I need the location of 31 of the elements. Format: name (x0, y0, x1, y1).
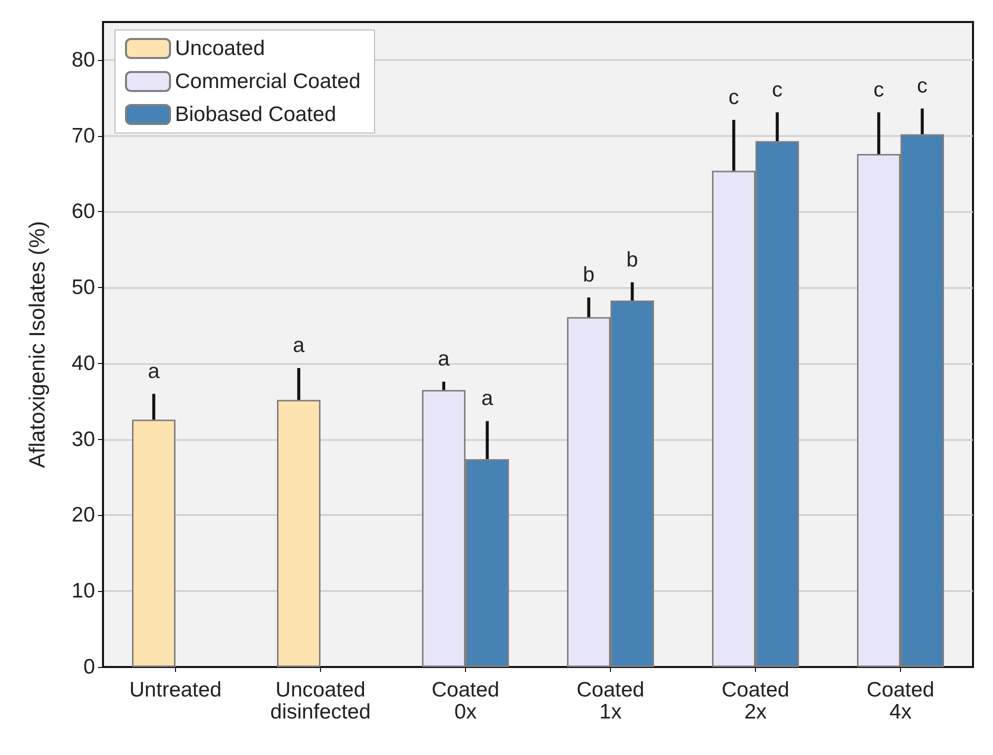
x-tick-label: Coated 2x (722, 678, 790, 724)
data-label: a (438, 348, 450, 371)
y-tick-label: 30 (72, 428, 95, 451)
data-label: c (728, 86, 739, 109)
data-label: b (626, 248, 638, 272)
y-tick-label: 60 (72, 200, 95, 224)
data-label: a (481, 387, 494, 410)
data-label: a (292, 334, 305, 358)
y-tick-label: 70 (72, 124, 95, 148)
x-tick-label: Coated 0x (432, 678, 500, 724)
x-tick-label: Coated 1x (576, 678, 644, 724)
data-label: c (772, 78, 782, 102)
y-tick-label: 80 (72, 48, 95, 72)
data-label: c (917, 74, 928, 98)
bar (132, 420, 176, 667)
legend-label: Commercial Coated (175, 70, 361, 93)
y-tick-label: 10 (72, 580, 95, 603)
y-tick-label: 50 (72, 276, 95, 300)
legend-label: Biobased Coated (175, 103, 336, 126)
y-tick-label: 0 (83, 656, 95, 678)
legend-label: Uncoated (175, 37, 265, 60)
y-tick-label: 20 (72, 504, 95, 527)
y-axis-title: Aflatoxigenic Isolates (%) (24, 221, 50, 468)
data-label: c (874, 78, 884, 102)
data-label: b (582, 263, 595, 286)
y-tick-label: 40 (72, 352, 95, 375)
bar (277, 400, 320, 667)
data-label: a (148, 360, 160, 383)
x-tick-label: Coated 4x (866, 678, 934, 724)
x-tick-label: Untreated (129, 678, 222, 702)
x-tick-label: Uncoated disinfected (270, 678, 371, 724)
